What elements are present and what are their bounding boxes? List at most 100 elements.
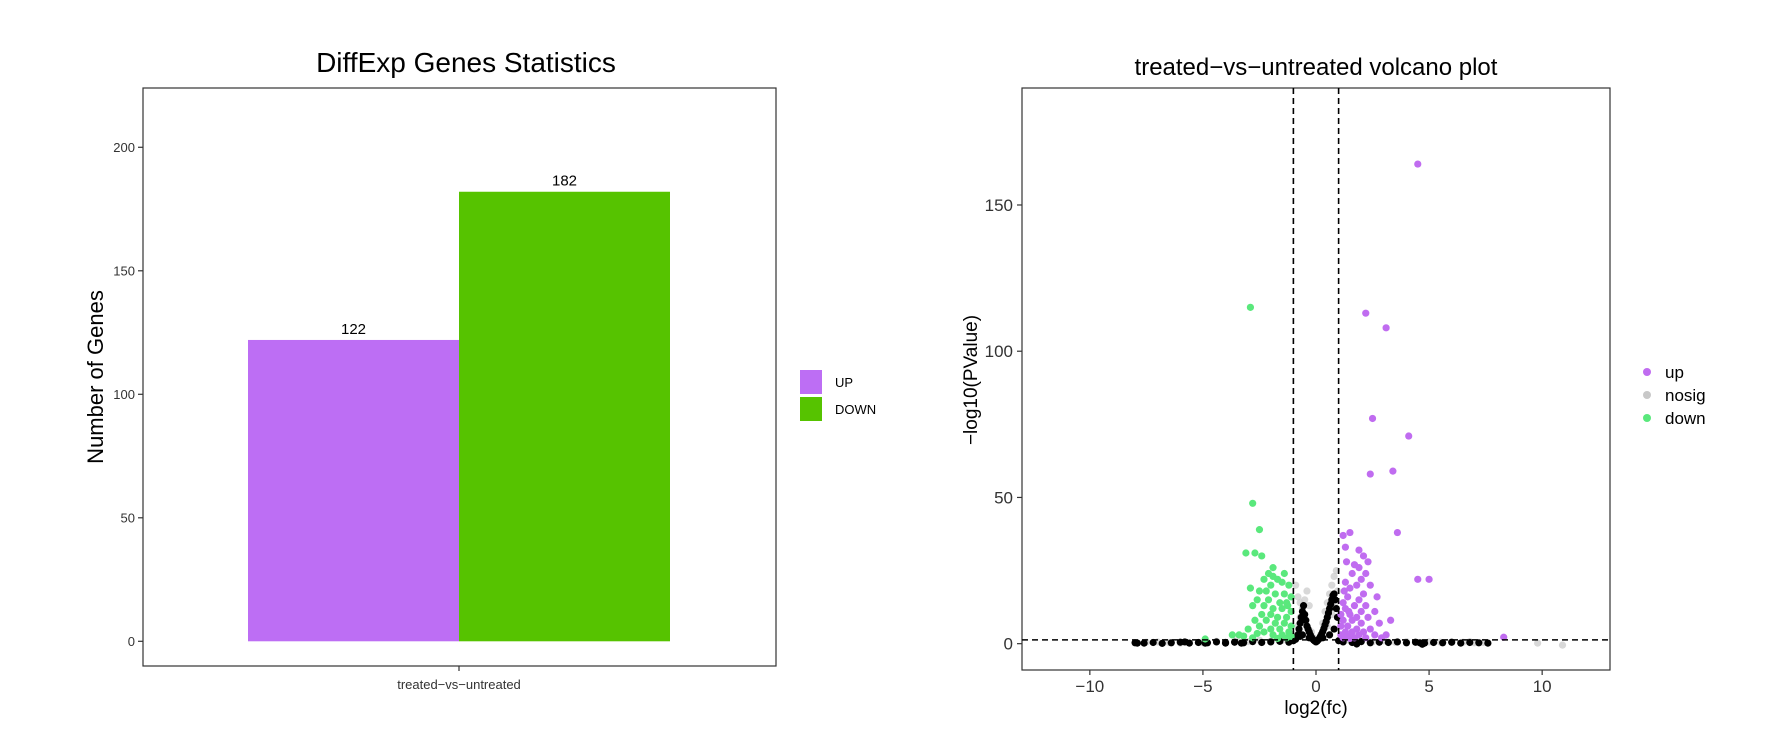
point-down (1244, 625, 1252, 633)
point-up (1339, 599, 1347, 607)
volcano-x-axis-label: log2(fc) (1284, 698, 1347, 719)
point-up (1500, 633, 1508, 641)
point-up (1344, 622, 1352, 630)
volcano-points (1131, 160, 1567, 649)
point-down (1280, 569, 1288, 578)
point-down (1276, 599, 1284, 607)
point-down (1255, 622, 1264, 630)
point-background (1149, 638, 1157, 647)
point-up (1341, 578, 1349, 586)
volcano-x-tick-label: 5 (1424, 677, 1433, 696)
point-up (1368, 414, 1377, 423)
point-background (1221, 638, 1230, 647)
point-down (1260, 575, 1268, 583)
point-up (1355, 564, 1363, 572)
point-down (1242, 549, 1250, 557)
point-up (1345, 607, 1353, 616)
point-up (1339, 531, 1347, 540)
point-down (1262, 587, 1270, 595)
bar-chart-title: DiffExp Genes Statistics (316, 47, 616, 78)
point-background (1430, 638, 1438, 647)
point-nosig (1330, 572, 1338, 581)
point-down (1269, 564, 1277, 572)
point-down (1228, 631, 1236, 639)
point-down (1260, 602, 1268, 610)
point-up (1382, 324, 1390, 332)
point-down (1253, 596, 1261, 604)
bar-label-down: 182 (552, 173, 577, 190)
point-up (1357, 575, 1365, 583)
point-down (1246, 303, 1255, 311)
volcano-plot-panel (1021, 87, 1611, 671)
legend-dot-up (1643, 368, 1651, 376)
bar-chart-legend: UP DOWN (800, 370, 876, 421)
point-up (1350, 602, 1359, 610)
point-up (1346, 528, 1354, 537)
point-down (1249, 602, 1257, 610)
point-background (1158, 639, 1166, 647)
point-background (1402, 639, 1411, 647)
volcano-y-tick-label: 50 (994, 488, 1013, 507)
point-down (1269, 604, 1277, 613)
volcano-chart: treated−vs−untreated volcano plot −10 −5 0… (961, 54, 1706, 719)
bar-chart-bars (248, 191, 670, 642)
bar-chart-x-tick-label: treated−vs−untreated (397, 677, 521, 692)
volcano-x-tick-label: −5 (1193, 677, 1212, 696)
point-down (1280, 590, 1288, 598)
point-down (1284, 602, 1292, 610)
point-up (1393, 528, 1402, 537)
bar-label-up: 122 (341, 321, 366, 338)
point-down (1251, 549, 1259, 557)
point-background (1133, 639, 1141, 647)
point-nosig (1305, 602, 1313, 610)
point-up (1359, 552, 1368, 560)
point-up (1373, 593, 1381, 601)
point-down (1255, 587, 1264, 595)
point-up (1340, 587, 1348, 595)
point-down (1201, 635, 1209, 643)
point-background (1295, 625, 1303, 633)
bar-chart-y-tick-label: 0 (128, 634, 135, 649)
point-down (1283, 613, 1291, 621)
point-up (1355, 546, 1363, 554)
point-up (1348, 569, 1356, 578)
point-background (1475, 639, 1483, 647)
point-up (1425, 575, 1433, 583)
legend-swatch-up (800, 370, 822, 394)
point-down (1267, 610, 1275, 619)
point-down (1260, 628, 1268, 636)
volcano-legend: up nosig down (1643, 363, 1706, 428)
point-up (1389, 467, 1397, 475)
legend-dot-down (1643, 414, 1651, 422)
point-background (1325, 631, 1334, 639)
point-up (1346, 584, 1354, 592)
point-down (1287, 622, 1295, 630)
point-nosig (1303, 587, 1311, 595)
volcano-y-axis-label: −log10(PValue) (961, 315, 982, 445)
point-down (1267, 581, 1275, 589)
point-down (1249, 499, 1257, 507)
point-up (1353, 581, 1361, 589)
legend-label-down: DOWN (835, 402, 876, 417)
point-background (1330, 625, 1338, 633)
point-background (1384, 638, 1392, 647)
point-background (1237, 639, 1245, 647)
point-background (1484, 639, 1492, 647)
point-background (1439, 639, 1447, 647)
point-down (1262, 616, 1270, 624)
point-up (1359, 590, 1368, 598)
point-background (1418, 640, 1426, 648)
point-up (1342, 558, 1351, 566)
point-down (1285, 581, 1293, 589)
point-up (1348, 616, 1356, 624)
point-background (1466, 638, 1474, 647)
bar-chart-data-labels: 122 182 (341, 173, 577, 338)
bar-chart-y-axis-label: Number of Genes (83, 290, 108, 464)
point-background (1302, 616, 1310, 624)
volcano-y-tick-label: 0 (1004, 635, 1013, 654)
point-down (1240, 632, 1248, 640)
point-nosig (1328, 581, 1336, 589)
point-down (1264, 596, 1273, 604)
point-up (1366, 470, 1374, 478)
